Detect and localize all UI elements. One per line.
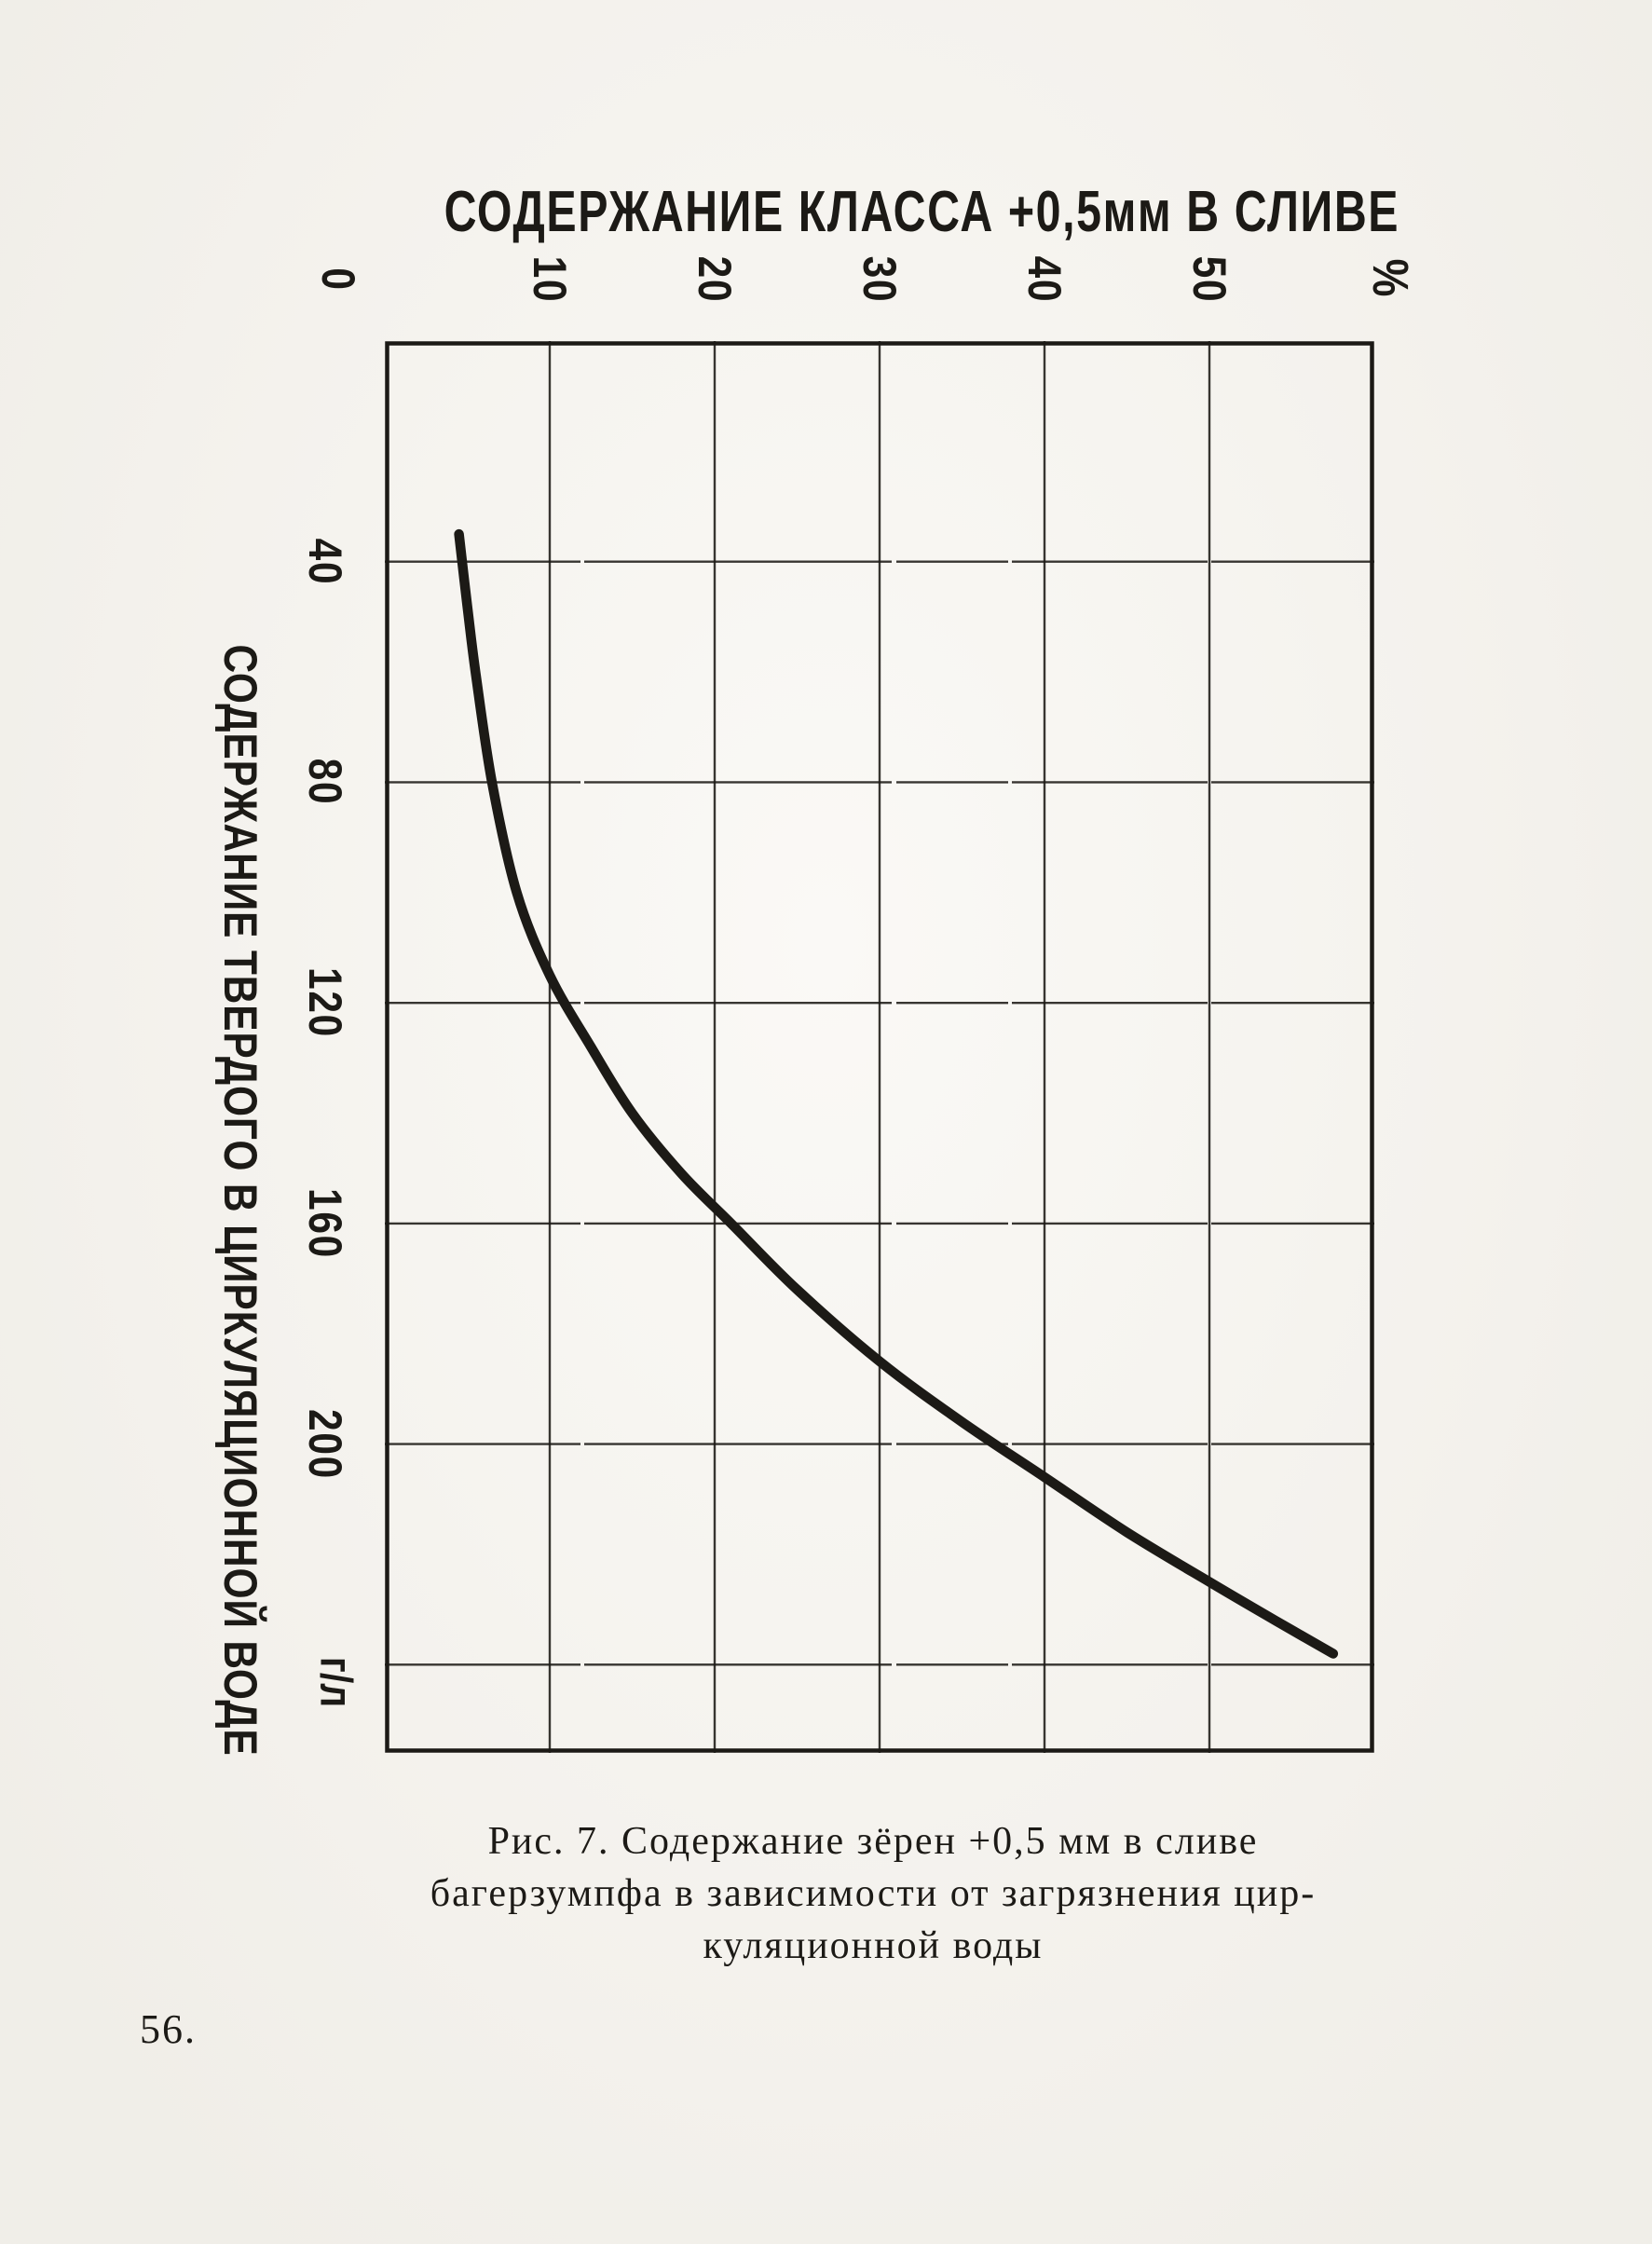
x-axis-unit-label: % [1362,258,1418,297]
caption-line: куляционной воды [703,1924,1044,1967]
page-number: 56. [140,2006,197,2052]
y-tick-label: 120 [299,966,351,1039]
y-tick-label: 200 [299,1408,351,1481]
plot-border [385,341,1374,1753]
figure-caption: Рис. 7. Содержание зёрен +0,5 мм в сливе… [267,1815,1479,1972]
chart-plot-svg [385,341,1374,1753]
x-tick-label: 40 [1018,255,1071,304]
plot-area [385,341,1374,1753]
x-tick-label: 10 [524,255,576,304]
data-curve [454,528,1339,1659]
y-tick-label: 40 [299,538,351,586]
x-tick-label: 0 [312,267,364,292]
y-axis-title: СОДЕРЖАНИЕ ТВЕРДОГО В ЦИРКУЛЯЦИОННОЙ ВОД… [214,644,266,1757]
x-tick-label: 30 [853,255,906,304]
chart-title: СОДЕРЖАНИЕ КЛАССА +0,5мм В СЛИВЕ [444,180,1400,244]
y-tick-label: 80 [299,758,351,806]
x-tick-label: 50 [1183,255,1236,304]
y-axis-unit-label: г/л [310,1656,361,1708]
y-tick-label: 160 [299,1187,351,1260]
caption-line: Рис. 7. Содержание зёрен +0,5 мм в сливе [487,1820,1259,1863]
x-tick-label: 20 [689,255,741,304]
caption-line: багерзумпфа в зависимости от загрязнения… [430,1872,1317,1915]
